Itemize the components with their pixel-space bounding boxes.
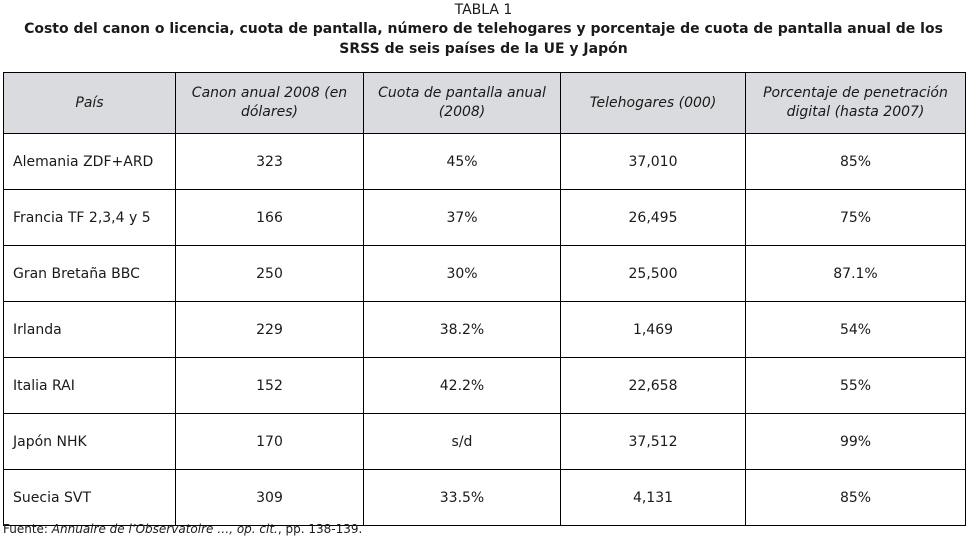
cell-digital-penetration: 55% <box>745 357 966 414</box>
cell-digital-penetration: 75% <box>745 189 966 246</box>
cell-tv-households: 37,512 <box>560 413 746 470</box>
cell-country: Francia TF 2,3,4 y 5 <box>3 189 176 246</box>
cell-screen-share: 45% <box>363 133 561 190</box>
cell-tv-households: 1,469 <box>560 301 746 358</box>
cell-tv-households: 22,658 <box>560 357 746 414</box>
cell-screen-share: 37% <box>363 189 561 246</box>
cell-license-fee: 323 <box>175 133 364 190</box>
cell-tv-households: 37,010 <box>560 133 746 190</box>
cell-digital-penetration: 85% <box>745 133 966 190</box>
table-row: Irlanda 229 38.2% 1,469 54% <box>3 301 966 358</box>
cell-tv-households: 26,495 <box>560 189 746 246</box>
cell-license-fee: 166 <box>175 189 364 246</box>
table-title: Costo del canon o licencia, cuota de pan… <box>24 21 943 57</box>
table-row: Alemania ZDF+ARD 323 45% 37,010 85% <box>3 133 966 190</box>
header-row: País Canon anual 2008 (en dólares) Cuota… <box>3 72 966 134</box>
cell-license-fee: 229 <box>175 301 364 358</box>
header-screen-share: Cuota de pantalla anual (2008) <box>363 72 561 134</box>
cell-screen-share: s/d <box>363 413 561 470</box>
cell-country: Irlanda <box>3 301 176 358</box>
source-pages: , pp. 138-139. <box>277 522 363 536</box>
cell-country: Gran Bretaña BBC <box>3 245 176 302</box>
cell-country: Italia RAI <box>3 357 176 414</box>
source-note: Fuente: Annuaire de l’Observatoire …, op… <box>3 521 362 537</box>
header-country: País <box>3 72 176 134</box>
table-row: Italia RAI 152 42.2% 22,658 55% <box>3 357 966 414</box>
cell-digital-penetration: 87.1% <box>745 245 966 302</box>
cell-screen-share: 38.2% <box>363 301 561 358</box>
cell-license-fee: 152 <box>175 357 364 414</box>
cell-license-fee: 309 <box>175 469 364 526</box>
table-row: Japón NHK 170 s/d 37,512 99% <box>3 413 966 470</box>
source-reference: Annuaire de l’Observatoire …, op. cit. <box>51 522 278 536</box>
header-tv-households: Telehogares (000) <box>560 72 746 134</box>
cell-digital-penetration: 99% <box>745 413 966 470</box>
table-row: Suecia SVT 309 33.5% 4,131 85% <box>3 469 966 526</box>
cell-digital-penetration: 54% <box>745 301 966 358</box>
source-prefix: Fuente: <box>3 522 52 536</box>
cell-tv-households: 4,131 <box>560 469 746 526</box>
cell-digital-penetration: 85% <box>745 469 966 526</box>
cell-license-fee: 250 <box>175 245 364 302</box>
cell-country: Suecia SVT <box>3 469 176 526</box>
data-table: País Canon anual 2008 (en dólares) Cuota… <box>3 72 966 526</box>
cell-screen-share: 30% <box>363 245 561 302</box>
cell-tv-households: 25,500 <box>560 245 746 302</box>
cell-screen-share: 33.5% <box>363 469 561 526</box>
table-row: Francia TF 2,3,4 y 5 166 37% 26,495 75% <box>3 189 966 246</box>
header-license-fee: Canon anual 2008 (en dólares) <box>175 72 364 134</box>
cell-country: Japón NHK <box>3 413 176 470</box>
header-digital-penetration: Porcentaje de penetración digital (hasta… <box>745 72 966 134</box>
table-caption: TABLA 1 <box>454 2 513 18</box>
table-row: Gran Bretaña BBC 250 30% 25,500 87.1% <box>3 245 966 302</box>
cell-country: Alemania ZDF+ARD <box>3 133 176 190</box>
cell-screen-share: 42.2% <box>363 357 561 414</box>
cell-license-fee: 170 <box>175 413 364 470</box>
